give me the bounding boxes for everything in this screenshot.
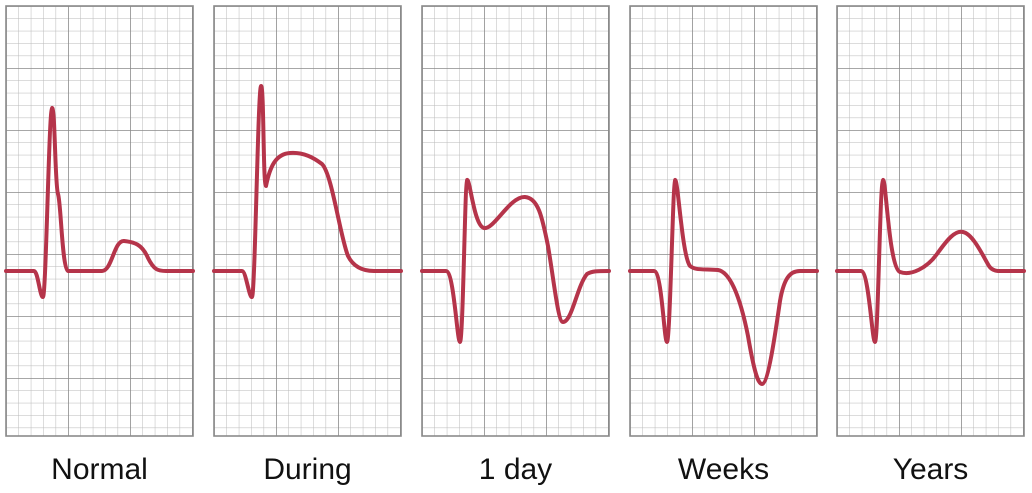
panel-label: 1 day bbox=[479, 453, 552, 486]
grid-paper bbox=[214, 6, 401, 436]
panel-label: Weeks bbox=[678, 453, 769, 486]
ecg-trace bbox=[4, 105, 195, 300]
grid-paper bbox=[422, 6, 609, 436]
ecg-panel bbox=[628, 5, 819, 437]
ecg-trace bbox=[835, 177, 1026, 344]
panel-border bbox=[5, 5, 194, 437]
grid-paper bbox=[630, 6, 817, 436]
ecg-panel bbox=[4, 5, 195, 437]
panel-label: Normal bbox=[51, 453, 148, 486]
grid-paper bbox=[6, 6, 193, 436]
panel-border bbox=[213, 5, 402, 437]
ecg-trace bbox=[420, 177, 611, 344]
grid-paper bbox=[837, 6, 1024, 436]
panel-border bbox=[629, 5, 818, 437]
ecg-trace bbox=[212, 83, 403, 300]
panel-label: During bbox=[263, 453, 351, 486]
panel-label: Years bbox=[893, 453, 969, 486]
ecg-panel bbox=[212, 5, 403, 437]
panel-border bbox=[421, 5, 610, 437]
ecg-panel bbox=[420, 5, 611, 437]
panel-border bbox=[836, 5, 1025, 437]
ecg-trace bbox=[628, 177, 819, 386]
ecg-panel bbox=[835, 5, 1026, 437]
